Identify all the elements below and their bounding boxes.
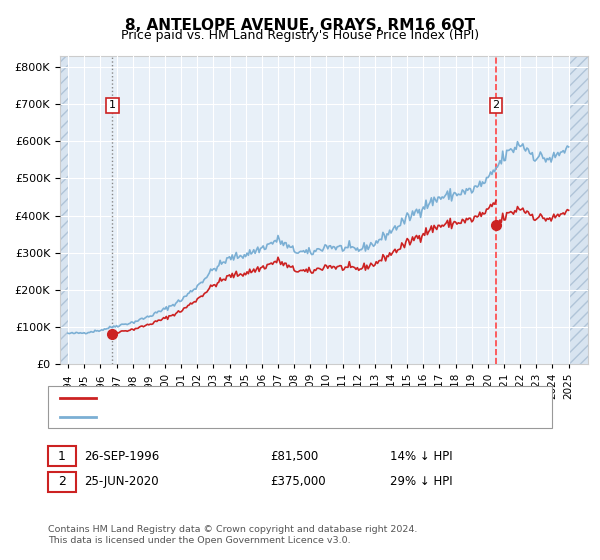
Text: 14% ↓ HPI: 14% ↓ HPI	[390, 450, 452, 463]
Text: 26-SEP-1996: 26-SEP-1996	[84, 450, 159, 463]
Text: 25-JUN-2020: 25-JUN-2020	[84, 475, 158, 488]
Bar	[60, 56, 68, 364]
Text: £375,000: £375,000	[270, 475, 326, 488]
Text: Price paid vs. HM Land Registry's House Price Index (HPI): Price paid vs. HM Land Registry's House …	[121, 29, 479, 42]
Text: 29% ↓ HPI: 29% ↓ HPI	[390, 475, 452, 488]
Text: 1: 1	[58, 450, 66, 463]
Text: 2: 2	[493, 100, 500, 110]
Text: Contains HM Land Registry data © Crown copyright and database right 2024.
This d: Contains HM Land Registry data © Crown c…	[48, 525, 418, 545]
Text: HPI: Average price, detached house, Thurrock: HPI: Average price, detached house, Thur…	[102, 412, 358, 422]
Text: 1: 1	[109, 100, 116, 110]
Text: 2: 2	[58, 475, 66, 488]
Text: 8, ANTELOPE AVENUE, GRAYS, RM16 6QT: 8, ANTELOPE AVENUE, GRAYS, RM16 6QT	[125, 18, 475, 33]
Bar	[570, 56, 588, 364]
Text: £81,500: £81,500	[270, 450, 318, 463]
Text: 8, ANTELOPE AVENUE, GRAYS, RM16 6QT (detached house): 8, ANTELOPE AVENUE, GRAYS, RM16 6QT (det…	[102, 393, 433, 403]
